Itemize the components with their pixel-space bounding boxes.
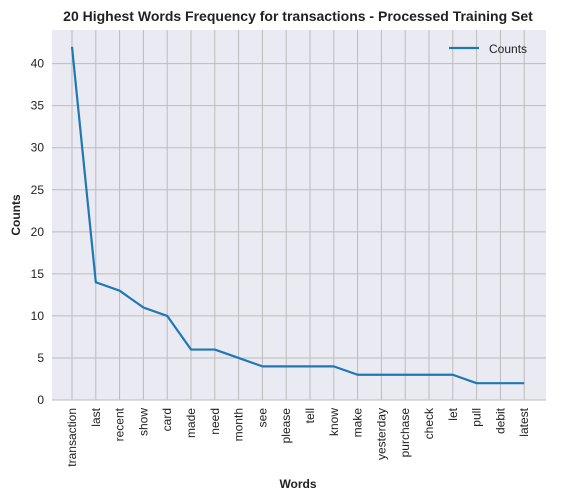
x-tick-label: last — [89, 407, 103, 426]
x-axis-label: Words — [279, 477, 316, 491]
x-tick-label: card — [160, 408, 174, 431]
y-tick-label: 10 — [31, 309, 45, 323]
x-tick-label: pull — [470, 408, 484, 427]
x-tick-label: check — [422, 407, 436, 439]
x-tick-label: month — [232, 408, 246, 441]
plot-background — [52, 30, 546, 400]
x-tick-label: purchase — [398, 408, 412, 458]
x-tick-label: transaction — [65, 408, 79, 467]
x-tick-label: see — [255, 408, 269, 428]
y-tick-label: 20 — [31, 225, 45, 239]
y-tick-label: 15 — [31, 267, 45, 281]
x-tick-label: let — [446, 407, 460, 420]
y-tick-label: 30 — [31, 141, 45, 155]
x-tick-label: tell — [303, 408, 317, 423]
chart-title: 20 Highest Words Frequency for transacti… — [63, 8, 533, 24]
x-tick-label: recent — [113, 407, 127, 441]
x-tick-label: please — [279, 408, 293, 444]
grid — [52, 30, 546, 401]
x-tick-label: need — [208, 408, 222, 435]
x-tick-label: know — [327, 408, 341, 436]
y-tick-label: 5 — [37, 351, 44, 365]
x-tick-label: yesterday — [374, 408, 388, 460]
x-tick-label: latest — [517, 407, 531, 436]
y-tick-label: 35 — [31, 99, 45, 113]
y-tick-label: 40 — [31, 57, 45, 71]
y-tick-label: 0 — [37, 393, 44, 407]
series-line-counts — [70, 46, 525, 385]
y-tick-label: 25 — [31, 183, 45, 197]
x-ticks: transaction last recent show card made need mon… — [65, 407, 531, 467]
x-tick-label: debit — [493, 407, 507, 434]
y-axis-label: Counts — [9, 194, 23, 236]
legend: Counts — [449, 42, 527, 56]
legend-label: Counts — [489, 42, 527, 56]
x-tick-label: made — [184, 408, 198, 438]
x-tick-label: show — [136, 408, 150, 436]
x-tick-label: make — [351, 408, 365, 438]
y-ticks: 0 5 10 15 20 25 30 35 40 — [31, 57, 45, 407]
